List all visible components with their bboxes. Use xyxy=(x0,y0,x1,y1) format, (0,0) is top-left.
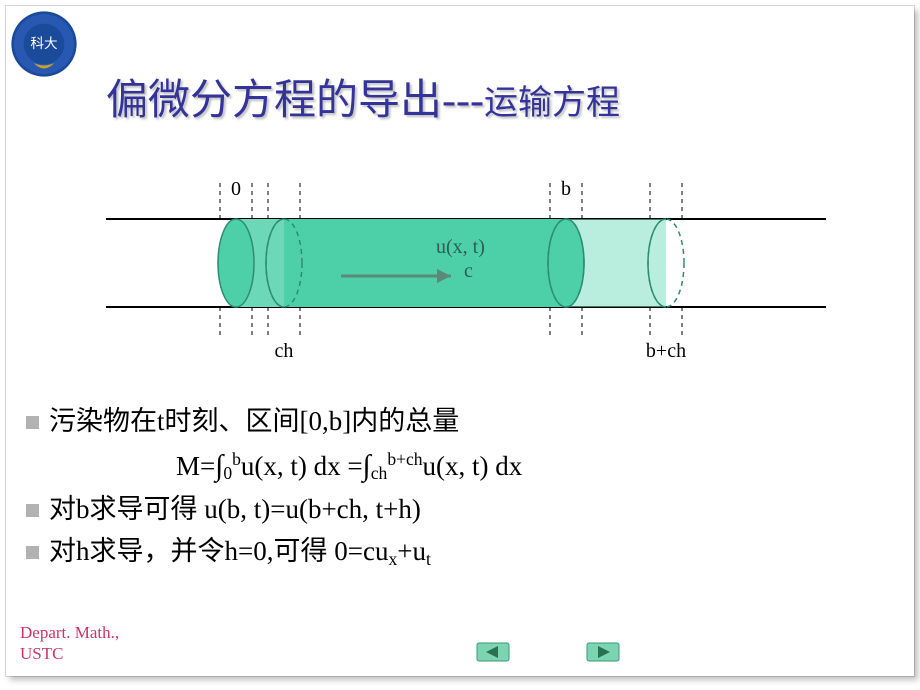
svg-text:0: 0 xyxy=(231,178,241,200)
svg-text:ch: ch xyxy=(275,340,294,362)
body-text: 污染物在t时刻、区间[0,b]内的总量 M=∫0bu(x, t) dx =∫ch… xyxy=(26,401,896,573)
bullet-icon xyxy=(26,546,39,559)
svg-text:c: c xyxy=(464,260,473,282)
slide-title: 偏微分方程的导出---运输方程 xyxy=(106,66,896,127)
transport-diagram: 0 b ch b+ch u(x, t)c xyxy=(106,171,826,381)
title-main: 偏微分方程的导出--- xyxy=(106,78,484,124)
slide-frame: 科大 偏微分方程的导出---运输方程 0 b ch b+ch u(x, t)c 污染物在… xyxy=(6,6,914,676)
footer-line-1: Depart. Math., xyxy=(20,623,119,643)
svg-text:b: b xyxy=(561,178,571,200)
svg-text:科大: 科大 xyxy=(30,36,58,51)
title-sub: 运输方程 xyxy=(484,85,620,122)
body-line-3: 对b求导可得 u(b, t)=u(b+ch, t+h) xyxy=(26,489,896,531)
footer-credit: Depart. Math., USTC xyxy=(20,623,119,664)
footer-line-2: USTC xyxy=(20,644,119,664)
body-line-4: 对h求导，并令h=0,可得 0=cux+ut xyxy=(26,531,896,573)
svg-text:u(x, t): u(x, t) xyxy=(436,236,485,258)
prev-button[interactable] xyxy=(476,642,510,662)
ustc-logo: 科大 xyxy=(10,10,78,78)
body-line-1: 污染物在t时刻、区间[0,b]内的总量 xyxy=(26,401,896,443)
body-line-2: M=∫0bu(x, t) dx =∫chb+chu(x, t) dx xyxy=(26,443,896,489)
next-button[interactable] xyxy=(586,642,620,662)
bullet-icon xyxy=(26,504,39,517)
svg-text:b+ch: b+ch xyxy=(646,340,686,362)
bullet-icon xyxy=(26,416,39,429)
